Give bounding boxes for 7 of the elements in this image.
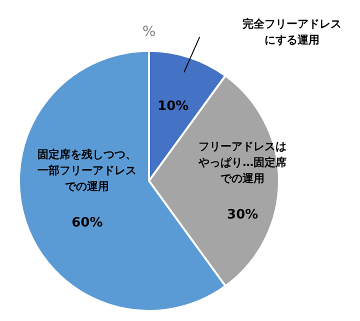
data-label: 10% xyxy=(158,99,189,114)
text: % xyxy=(142,24,156,40)
slice-label: フリーアドレスはやっぱり…固定席での運用 xyxy=(198,140,287,185)
slice-label: 固定席を残しつつ、一部フリーアドレスでの運用 xyxy=(38,148,137,193)
data-label: 30% xyxy=(227,207,258,222)
data-label: 60% xyxy=(72,215,103,230)
slice-label: 完全フリーアドレスにする運用 xyxy=(242,18,342,47)
